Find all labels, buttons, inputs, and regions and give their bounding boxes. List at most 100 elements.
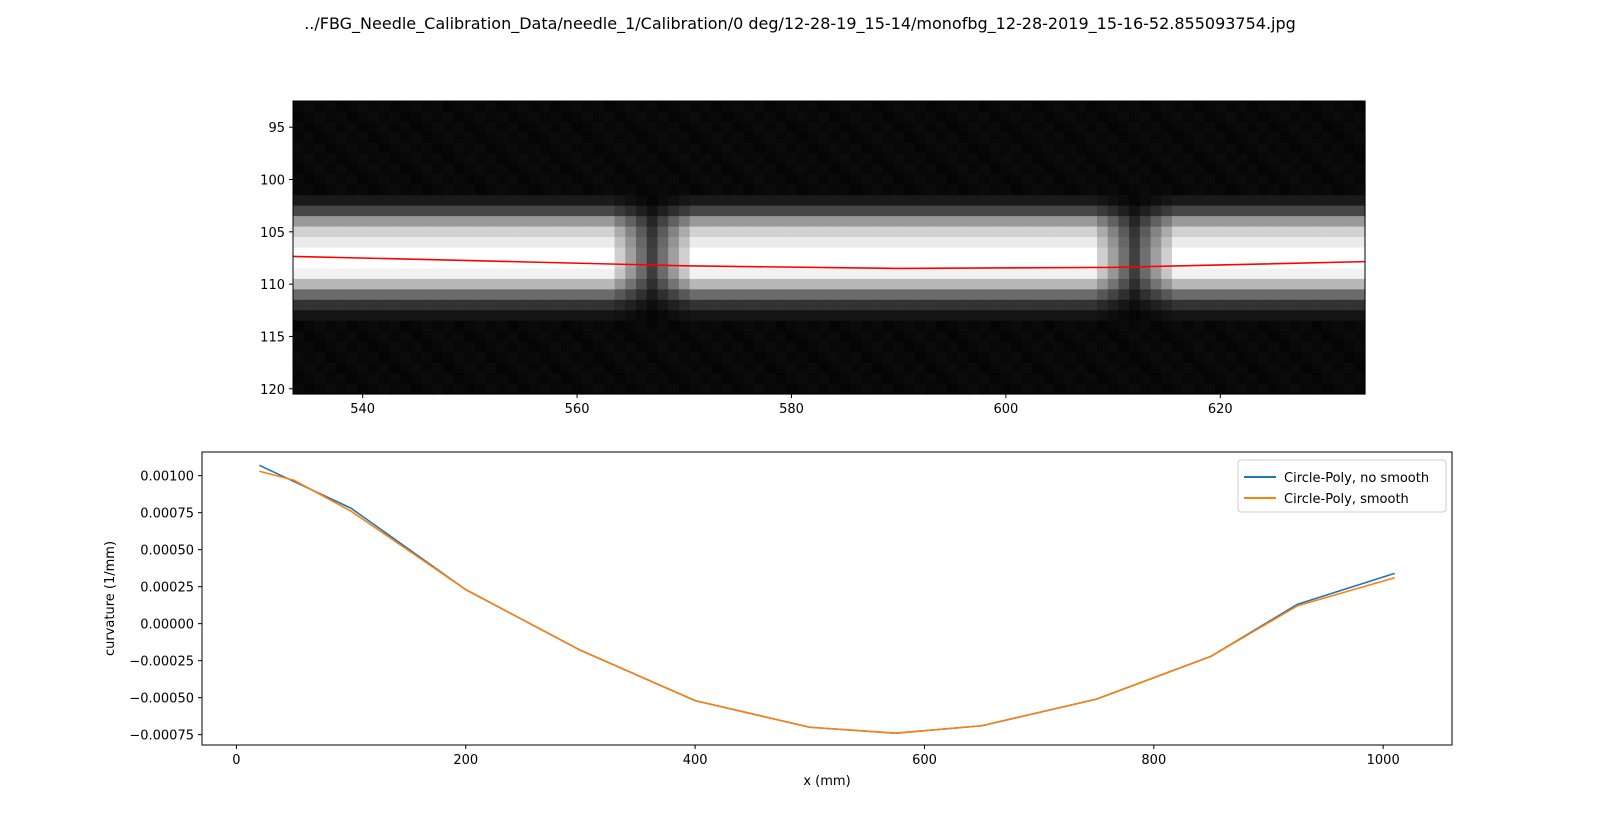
image-pixel bbox=[1011, 237, 1023, 249]
image-pixel bbox=[561, 101, 573, 113]
image-pixel bbox=[1289, 111, 1302, 123]
image-pixel bbox=[443, 289, 455, 301]
image-pixel bbox=[475, 320, 487, 332]
image-pixel bbox=[1064, 195, 1077, 207]
image-pixel bbox=[432, 299, 444, 311]
image-pixel bbox=[839, 299, 852, 311]
image-pixel bbox=[678, 383, 691, 395]
image-pixel bbox=[625, 132, 637, 144]
image-pixel bbox=[1214, 121, 1227, 133]
image-pixel bbox=[807, 320, 819, 332]
image-pixel bbox=[796, 195, 809, 207]
image-pixel bbox=[1139, 226, 1152, 238]
image-pixel bbox=[335, 153, 348, 165]
image-pixel bbox=[893, 247, 905, 259]
image-pixel bbox=[646, 373, 659, 385]
image-pixel bbox=[1182, 184, 1195, 196]
image-pixel bbox=[539, 205, 551, 217]
image-pixel bbox=[1032, 184, 1044, 196]
image-pixel bbox=[314, 216, 326, 228]
image-pixel bbox=[485, 216, 498, 228]
image-pixel bbox=[314, 341, 326, 353]
image-pixel bbox=[979, 257, 991, 270]
image-pixel bbox=[550, 237, 562, 249]
image-pixel bbox=[507, 121, 519, 133]
image-pixel bbox=[325, 226, 337, 238]
image-pixel bbox=[636, 142, 648, 154]
image-pixel bbox=[979, 174, 991, 186]
image-pixel bbox=[1311, 268, 1323, 280]
image-pixel bbox=[700, 101, 712, 113]
curvature-y-tick-label: 0.00025 bbox=[140, 581, 194, 596]
image-pixel bbox=[1300, 226, 1312, 238]
image-pixel bbox=[861, 132, 873, 144]
image-pixel bbox=[410, 174, 423, 186]
image-pixel bbox=[743, 142, 755, 154]
image-pixel bbox=[657, 216, 669, 228]
image-pixel bbox=[818, 373, 830, 385]
image-pixel bbox=[711, 299, 723, 311]
image-pixel bbox=[453, 289, 466, 301]
image-pixel bbox=[1054, 310, 1066, 322]
image-pixel bbox=[593, 216, 605, 228]
image-pixel bbox=[1332, 373, 1345, 385]
image-pixel bbox=[1086, 299, 1098, 311]
image-pixel bbox=[443, 299, 455, 311]
image-pixel bbox=[1257, 153, 1270, 165]
image-pixel bbox=[1257, 174, 1270, 186]
image-pixel bbox=[743, 174, 755, 186]
image-pixel bbox=[1311, 153, 1323, 165]
image-pixel bbox=[764, 341, 776, 353]
image-pixel bbox=[1193, 268, 1205, 280]
image-pixel bbox=[1097, 320, 1109, 332]
image-pixel bbox=[1064, 278, 1077, 290]
image-pixel bbox=[1097, 226, 1109, 238]
curvature-x-tick-label: 800 bbox=[1141, 753, 1166, 768]
image-pixel bbox=[839, 362, 852, 374]
image-pixel bbox=[1182, 341, 1195, 353]
image-pixel bbox=[528, 121, 541, 133]
image-pixel bbox=[528, 320, 541, 332]
image-pixel bbox=[721, 310, 734, 322]
image-pixel bbox=[753, 362, 766, 374]
image-pixel bbox=[636, 153, 648, 165]
image-pixel bbox=[1300, 352, 1312, 364]
image-pixel bbox=[689, 341, 701, 353]
image-pixel bbox=[1322, 174, 1334, 186]
image-pixel bbox=[1043, 268, 1055, 280]
image-pixel bbox=[1043, 163, 1055, 175]
series-line-1 bbox=[259, 470, 1395, 734]
image-pixel bbox=[1129, 310, 1141, 322]
image-pixel bbox=[1182, 247, 1195, 259]
image-pixel bbox=[1247, 383, 1259, 395]
image-pixel bbox=[1236, 121, 1248, 133]
image-pixel bbox=[528, 383, 541, 395]
image-pixel bbox=[946, 174, 959, 186]
image-pixel bbox=[796, 352, 809, 364]
image-pixel bbox=[689, 195, 701, 207]
image-pixel bbox=[389, 310, 401, 322]
image-pixel bbox=[1214, 111, 1227, 123]
image-pixel bbox=[1322, 289, 1334, 301]
image-pixel bbox=[786, 153, 798, 165]
image-pixel bbox=[829, 247, 841, 259]
image-pixel bbox=[603, 142, 616, 154]
image-pixel bbox=[1064, 373, 1077, 385]
image-pixel bbox=[689, 299, 701, 311]
image-pixel bbox=[646, 101, 659, 113]
image-pixel bbox=[368, 184, 380, 196]
image-pixel bbox=[1139, 174, 1152, 186]
image-pixel bbox=[1257, 268, 1270, 280]
image-pixel bbox=[1107, 278, 1120, 290]
image-pixel bbox=[293, 163, 305, 175]
image-pixel bbox=[646, 163, 659, 175]
image-pixel bbox=[1289, 142, 1302, 154]
image-pixel bbox=[421, 299, 433, 311]
image-pixel bbox=[1172, 195, 1184, 207]
image-x-tick-label: 540 bbox=[350, 402, 375, 417]
image-pixel bbox=[368, 195, 380, 207]
image-pixel bbox=[1204, 299, 1216, 311]
image-pixel bbox=[1343, 216, 1355, 228]
image-pixel bbox=[796, 299, 809, 311]
image-pixel bbox=[914, 257, 927, 270]
